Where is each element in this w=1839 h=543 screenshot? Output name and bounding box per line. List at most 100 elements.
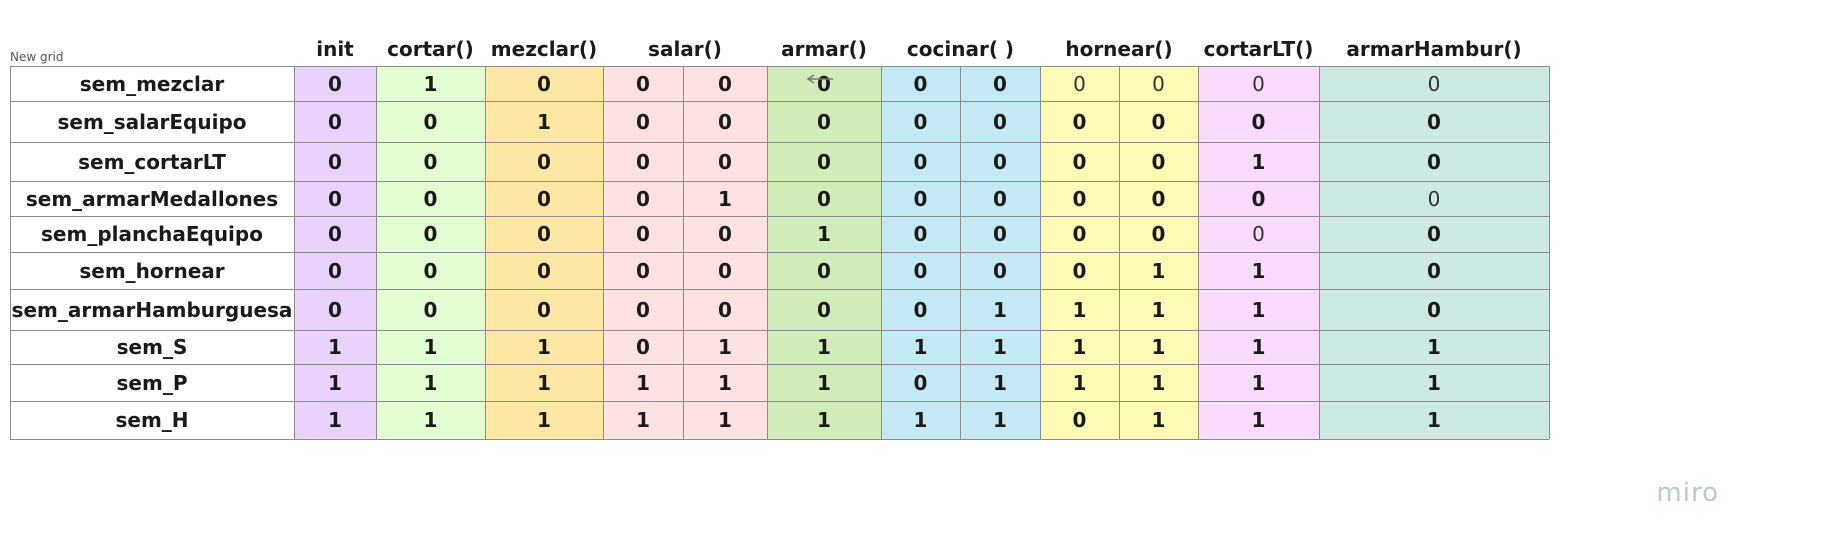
semaphore-value: 0 (328, 297, 342, 322)
row-label: sem_S (116, 335, 188, 359)
semaphore-value: 0 (1151, 222, 1166, 246)
semaphore-value: 0 (718, 109, 732, 134)
semaphore-value: 0 (1072, 222, 1087, 246)
semaphore-value: 0 (1152, 71, 1165, 96)
semaphore-value: 0 (423, 297, 438, 322)
row-label: sem_armarMedallones (25, 186, 279, 211)
semaphore-value: 0 (423, 149, 438, 174)
semaphore-value: 0 (636, 297, 650, 322)
semaphore-value: 1 (1151, 297, 1166, 322)
semaphore-value: 0 (1151, 109, 1166, 134)
arrow-left-icon (806, 74, 833, 84)
grid-line-horizontal (10, 439, 1549, 440)
grid-line-vertical (603, 66, 604, 439)
semaphore-value: 1 (328, 408, 342, 432)
semaphore-value: 1 (537, 370, 551, 395)
semaphore-value: 0 (537, 222, 551, 246)
semaphore-value: 0 (328, 186, 342, 211)
semaphore-value: 0 (1251, 186, 1266, 211)
semaphore-value: 0 (993, 222, 1007, 246)
semaphore-value: 0 (1427, 71, 1441, 96)
semaphore-value: 1 (913, 408, 928, 432)
semaphore-value: 0 (817, 297, 831, 322)
semaphore-value: 1 (636, 408, 650, 432)
grid-line-vertical (1198, 66, 1199, 439)
row-label: sem_armarHamburguesa (11, 297, 293, 322)
semaphore-value: 0 (537, 186, 551, 211)
semaphore-value: 0 (328, 258, 342, 283)
grid-line-vertical (1319, 66, 1320, 439)
semaphore-value: 0 (423, 186, 438, 211)
semaphore-value: 0 (1427, 297, 1441, 322)
semaphore-value: 0 (1427, 149, 1441, 174)
grid-line-horizontal (10, 289, 1549, 290)
semaphore-value: 1 (1251, 258, 1266, 283)
semaphore-value: 0 (1072, 258, 1087, 283)
semaphore-value: 0 (913, 71, 928, 96)
semaphore-value: 0 (718, 71, 732, 96)
semaphore-value: 0 (423, 222, 438, 246)
semaphore-value: 0 (423, 109, 438, 134)
column-header: salar() (648, 37, 722, 61)
semaphore-value: 0 (328, 149, 342, 174)
semaphore-value: 1 (1427, 408, 1441, 432)
semaphore-value: 1 (537, 335, 551, 359)
semaphore-value: 0 (1151, 149, 1166, 174)
grid-line-horizontal (10, 252, 1549, 253)
semaphore-value: 1 (718, 408, 732, 432)
semaphore-value: 0 (817, 149, 831, 174)
grid-line-vertical (767, 66, 768, 439)
row-label: sem_hornear (79, 258, 225, 283)
column-header: hornear() (1065, 37, 1173, 61)
semaphore-value: 0 (1252, 222, 1265, 246)
semaphore-value: 1 (1072, 335, 1087, 359)
semaphore-value: 1 (423, 408, 438, 432)
semaphore-value: 0 (718, 297, 732, 322)
grid-line-vertical (1040, 66, 1041, 439)
semaphore-value: 0 (1427, 222, 1441, 246)
grid-line-vertical (294, 66, 295, 439)
semaphore-value: 1 (817, 222, 831, 246)
semaphore-value: 0 (537, 258, 551, 283)
semaphore-value: 0 (423, 258, 438, 283)
semaphore-value: 1 (993, 408, 1007, 432)
grid-title: New grid (10, 50, 64, 64)
row-label: sem_P (116, 370, 188, 395)
semaphore-value: 1 (1251, 408, 1266, 432)
semaphore-value: 0 (636, 149, 650, 174)
semaphore-value: 0 (993, 149, 1007, 174)
grid-line-horizontal (10, 181, 1549, 182)
semaphore-value: 1 (718, 186, 732, 211)
semaphore-value: 0 (328, 222, 342, 246)
semaphore-value: 0 (1427, 258, 1441, 283)
semaphore-value: 1 (423, 335, 438, 359)
semaphore-value: 0 (993, 71, 1007, 96)
semaphore-value: 1 (328, 370, 342, 395)
column-header: cocinar( ) (906, 37, 1015, 61)
semaphore-value: 0 (1072, 408, 1087, 432)
semaphore-value: 1 (1151, 408, 1166, 432)
column-header: mezclar() (490, 37, 598, 61)
column-header: armar() (781, 37, 867, 61)
semaphore-value: 0 (1072, 186, 1087, 211)
row-label: sem_H (115, 408, 189, 432)
semaphore-value: 0 (817, 71, 831, 96)
semaphore-value: 1 (817, 408, 831, 432)
grid-line-vertical (1549, 66, 1550, 439)
semaphore-value: 0 (636, 109, 650, 134)
semaphore-value: 1 (537, 109, 551, 134)
semaphore-value: 0 (537, 297, 551, 322)
grid-line-horizontal (10, 101, 1549, 102)
grid-line-horizontal (10, 216, 1549, 217)
grid-line-vertical (10, 66, 11, 439)
semaphore-value: 0 (993, 109, 1007, 134)
grid-line-vertical (485, 66, 486, 439)
semaphore-value: 1 (817, 370, 831, 395)
semaphore-value: 1 (718, 335, 732, 359)
semaphore-value: 0 (328, 71, 342, 96)
semaphore-value: 0 (1427, 186, 1441, 211)
semaphore-value: 1 (1427, 335, 1441, 359)
semaphore-value: 1 (1072, 297, 1087, 322)
semaphore-value: 0 (817, 109, 831, 134)
semaphore-value: 1 (993, 335, 1007, 359)
